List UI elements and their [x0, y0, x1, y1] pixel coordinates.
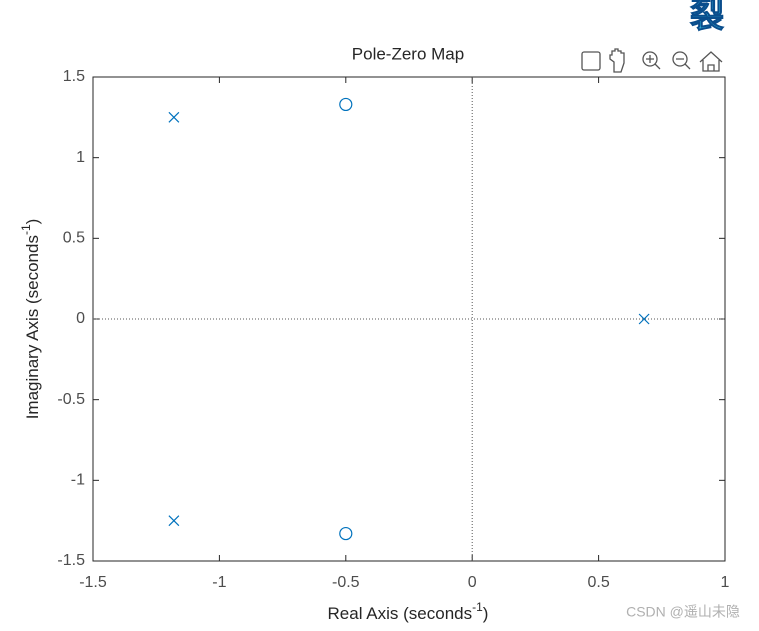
chart-title: Pole-Zero Map — [352, 44, 464, 63]
x-axis-label-sup: -1 — [472, 600, 483, 614]
y-tick-label: 1 — [76, 149, 85, 166]
toolbar-zoom-in[interactable] — [642, 51, 658, 67]
y-tick-label: -1.5 — [57, 552, 85, 569]
x-tick-label: -1 — [212, 574, 226, 591]
pole-marker — [638, 313, 650, 325]
y-tick-label: -0.5 — [57, 391, 85, 408]
x-tick-label: -0.5 — [332, 574, 360, 591]
toolbar-home[interactable] — [699, 51, 723, 72]
x-axis-label: Real Axis (seconds-1) — [328, 600, 489, 623]
pole-marker — [168, 515, 180, 527]
y-tick-label: 1.5 — [63, 68, 85, 85]
y-axis-label-sup: -1 — [19, 224, 33, 235]
x-axis-label-text: Real Axis (seconds — [328, 604, 473, 623]
y-axis-label-end: ) — [23, 219, 42, 225]
pole-marker — [168, 111, 180, 123]
overlay-text: 裂 — [690, 0, 724, 35]
y-axis-label: Imaginary Axis (seconds-1) — [19, 219, 42, 420]
x-axis-label-end: ) — [483, 604, 489, 623]
x-tick-label: -1.5 — [79, 574, 107, 591]
toolbar-zoom-out[interactable] — [672, 51, 688, 67]
x-tick-label: 1 — [721, 574, 730, 591]
toolbar-pan[interactable] — [609, 48, 625, 73]
y-tick-label: -1 — [71, 472, 85, 489]
zero-marker — [339, 526, 353, 541]
watermark: CSDN @遥山未隐 — [626, 604, 740, 620]
y-tick-label: 0.5 — [63, 230, 85, 247]
y-tick-label: 0 — [76, 310, 85, 327]
x-tick-label: 0 — [468, 574, 477, 591]
toolbar[interactable] — [581, 48, 723, 73]
zero-marker — [339, 97, 353, 112]
toolbar-export[interactable] — [581, 51, 601, 71]
x-tick-label: 0.5 — [587, 574, 609, 591]
y-axis-label-text: Imaginary Axis (seconds — [23, 235, 42, 419]
